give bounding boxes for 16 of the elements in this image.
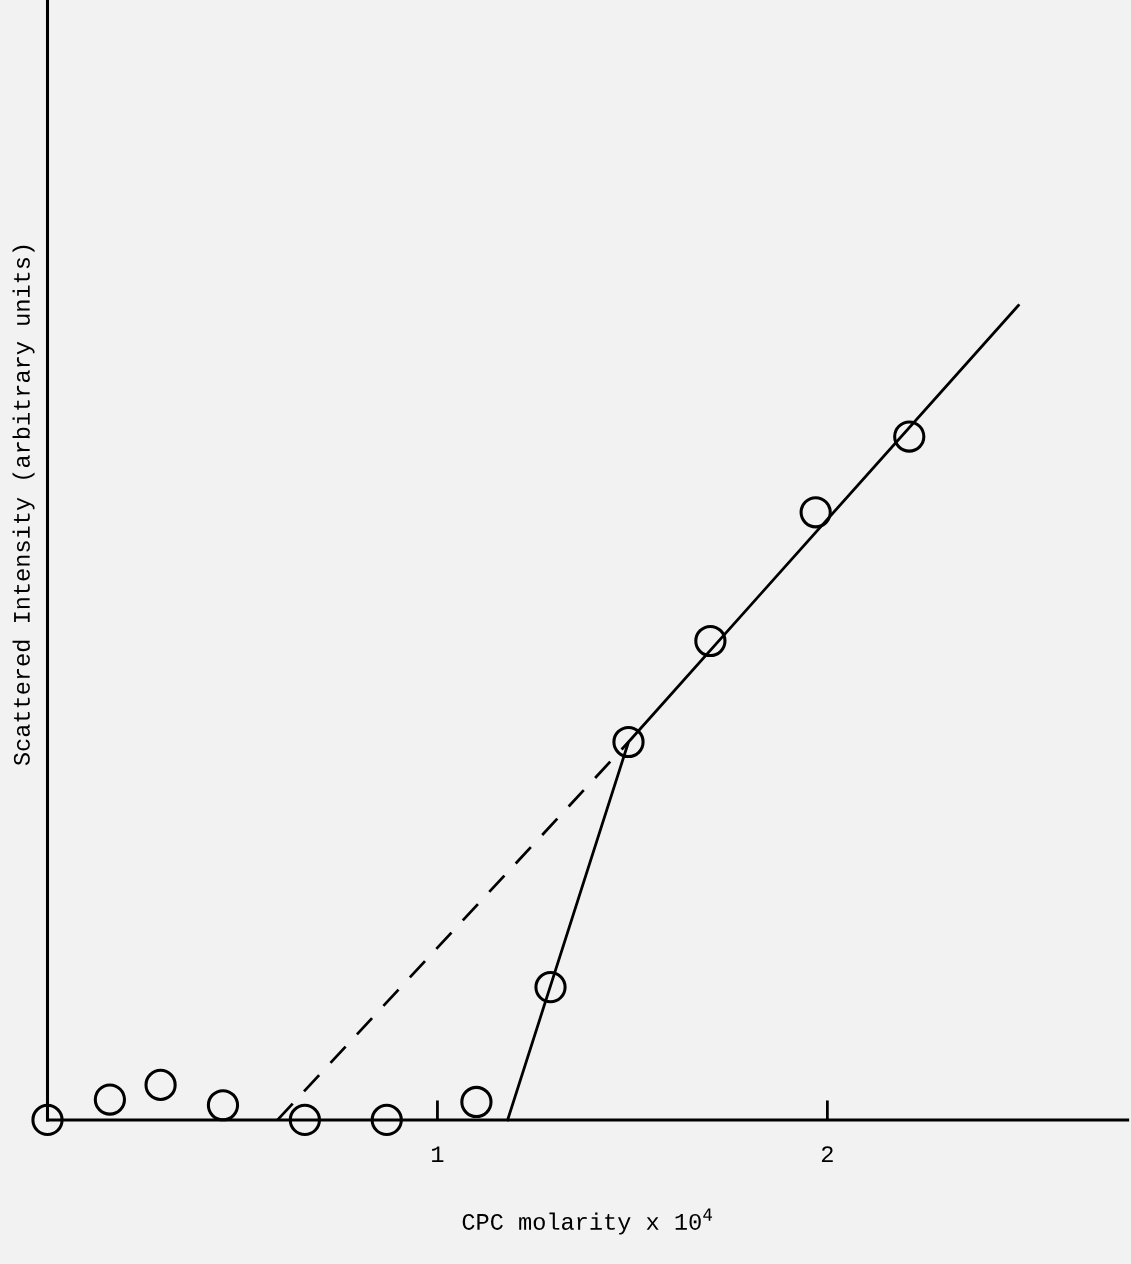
point bbox=[93, 1083, 126, 1116]
x-tick-label: 1 bbox=[432, 1146, 444, 1163]
point bbox=[288, 1103, 321, 1137]
point bbox=[31, 1103, 64, 1137]
point bbox=[460, 1085, 493, 1119]
point bbox=[612, 725, 645, 759]
point bbox=[534, 971, 567, 1004]
x-axis-title: CPC molarity x 10$^{4}$ bbox=[462, 1208, 713, 1235]
point bbox=[893, 420, 926, 453]
x-tick-label: 2 bbox=[821, 1146, 833, 1163]
point bbox=[206, 1089, 240, 1122]
point bbox=[370, 1103, 403, 1137]
point bbox=[144, 1068, 177, 1101]
point bbox=[694, 624, 727, 658]
y-axis-title: Scattered Intensity (arbitrary units) bbox=[12, 245, 35, 766]
point bbox=[799, 496, 832, 529]
